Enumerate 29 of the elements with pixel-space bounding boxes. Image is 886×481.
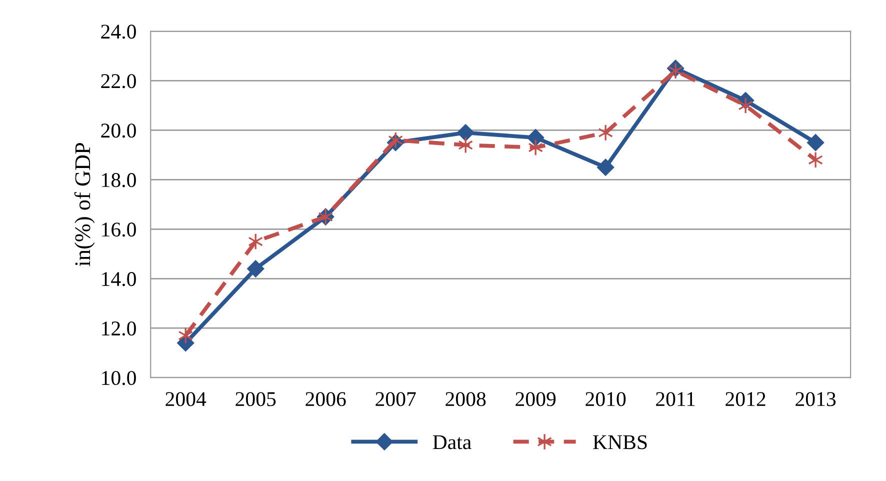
x-tick-label: 2012 <box>726 392 766 406</box>
point <box>807 134 824 152</box>
x-tick-label: 2006 <box>306 392 346 406</box>
y-tick-label: 24.0 <box>101 24 136 39</box>
point <box>808 151 824 168</box>
x-tick-label: 2008 <box>446 392 486 406</box>
x-tick-label: 2013 <box>796 392 836 406</box>
x-tick-label: 2010 <box>586 392 626 406</box>
y-tick-label: 14.0 <box>102 272 136 286</box>
point <box>527 129 544 146</box>
x-tick-label: 2005 <box>236 392 276 406</box>
legend-label: Data <box>432 435 472 450</box>
y-axis-title: in(%) of GDP <box>74 142 95 266</box>
y-tick-label: 12.0 <box>102 321 136 336</box>
point <box>247 260 264 278</box>
y-tick-label: 10.0 <box>102 370 136 386</box>
y-tick-label: 22.0 <box>101 74 136 88</box>
point <box>738 97 754 114</box>
x-tick-label: 2011 <box>656 392 695 406</box>
point <box>457 124 474 142</box>
point <box>598 124 614 142</box>
point <box>597 158 614 176</box>
legend-label: KNBS <box>593 435 647 450</box>
y-tick-label: 18.0 <box>102 173 136 188</box>
x-tick-label: 2007 <box>376 392 416 406</box>
y-tick-label: 20.0 <box>101 124 136 138</box>
x-tick-label: 2004 <box>166 392 206 406</box>
x-tick-label: 2009 <box>516 392 556 406</box>
y-tick-label: 16.0 <box>102 222 136 237</box>
